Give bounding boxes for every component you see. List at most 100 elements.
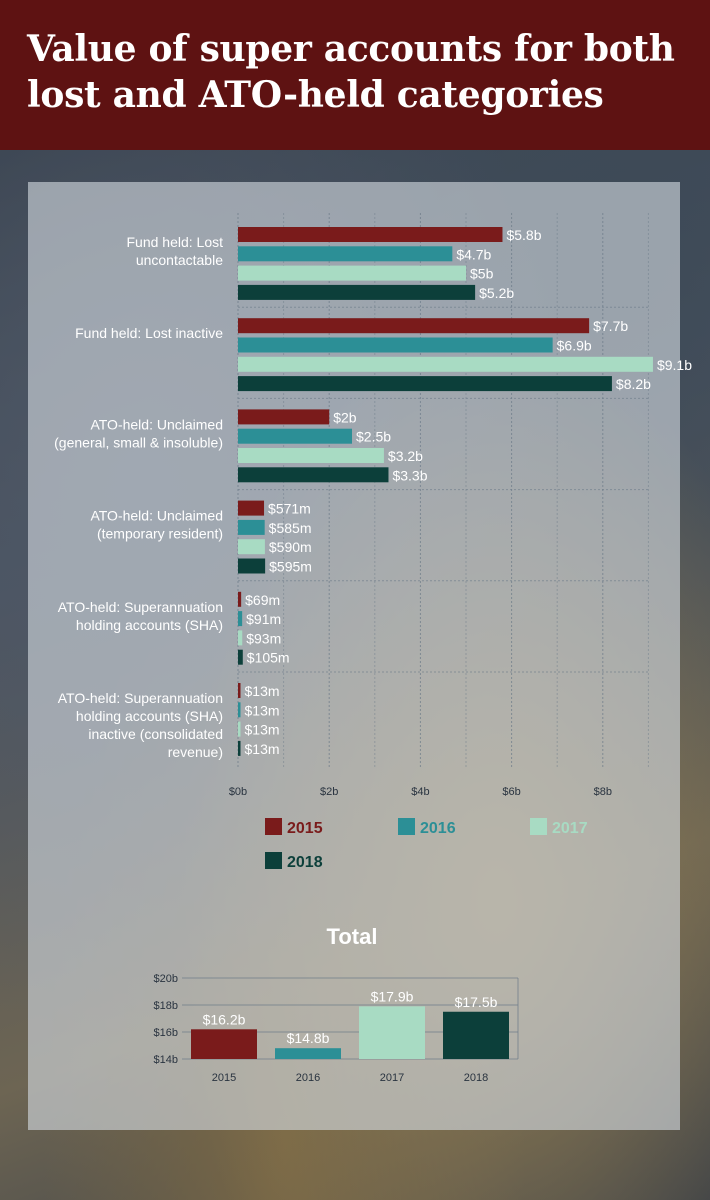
bar-chart-bars [238,227,653,756]
bar-2017 [238,356,653,372]
category-label: Fund held: Lost [126,234,223,250]
total-bar-value-label: $16.2b [203,1011,246,1027]
bar-value-label: $6.9b [557,338,592,354]
legend-swatch [530,818,547,835]
total-y-tick-label: $18b [154,1000,178,1012]
bar-chart-x-tick-labels: $0b $2b $4b $6b $8b [229,786,612,798]
bar-value-label: $13m [245,702,280,718]
bar-2017 [238,448,384,463]
category-label: uncontactable [136,252,223,268]
bar-2018 [238,467,389,483]
chart-legend: 2015 2016 2017 2018 [265,818,588,871]
category-label: holding accounts (SHA) [76,708,223,724]
bar-2015 [238,227,503,242]
bar-2015 [238,318,590,334]
bar-2018 [238,649,243,665]
total-chart-bars: $16.2b 2015 $14.8b 2016 $17.9b 2017 $17.5b 2018 [191,988,509,1084]
bar-2015 [238,591,242,607]
bar-2018 [238,740,241,756]
category-label: (temporary resident) [97,526,223,542]
total-bar-value-label: $17.5b [455,994,498,1010]
bar-value-label: $590m [269,539,312,555]
x-tick-label: $2b [320,786,338,798]
x-tick-label: $8b [594,786,612,798]
legend-label: 2018 [287,854,323,871]
bar-chart-gridlines [237,213,649,768]
header-banner: Value of super accounts for both lost an… [0,0,710,150]
total-bar-2016 [275,1048,341,1059]
total-x-tick-label: 2018 [464,1072,488,1084]
category-label: ATO-held: Unclaimed [90,416,223,432]
category-label: ATO-held: Unclaimed [90,508,223,524]
bar-2018 [238,558,266,574]
total-bar-2018 [443,1011,509,1059]
bar-value-label: $5.2b [479,285,514,301]
bar-2015 [238,683,241,698]
total-x-tick-label: 2016 [296,1072,320,1084]
bar-value-label: $8.2b [616,376,651,392]
bar-2018 [238,376,612,392]
x-tick-label: $4b [411,786,429,798]
legend-swatch [398,818,415,835]
bar-2017 [238,265,466,281]
legend-swatch [265,852,282,869]
x-tick-label: $6b [502,786,520,798]
bar-value-label: $595m [269,559,312,575]
total-bar-2015 [191,1029,257,1059]
total-bar-2017 [359,1006,425,1059]
category-label: revenue) [168,744,223,760]
bar-value-label: $571m [268,501,311,517]
total-y-tick-label: $14b [154,1054,178,1066]
total-x-tick-label: 2015 [212,1072,236,1084]
total-y-tick-label: $20b [154,973,178,985]
bar-value-label: $9.1b [657,357,692,373]
total-x-tick-label: 2017 [380,1072,404,1084]
category-label: ATO-held: Superannuation [58,599,223,615]
bar-value-label: $4.7b [456,246,491,262]
category-label: holding accounts (SHA) [76,617,223,633]
category-label: Fund held: Lost inactive [75,325,223,341]
bar-value-label: $13m [245,741,280,757]
category-label: (general, small & insoluble) [54,434,223,450]
bar-2016 [238,246,453,262]
category-label: inactive (consolidated [88,726,223,742]
bar-2017 [238,630,243,646]
bar-2017 [238,539,265,555]
bar-chart-value-labels: $5.8b $7.7b $2b $571m $69m $13m $4.7b $6.9b $2.5… [245,227,693,757]
bar-2017 [238,721,241,737]
bar-2016 [238,337,553,353]
category-label: ATO-held: Superannuation [58,690,223,706]
total-chart-title: Total [327,924,378,949]
bar-value-label: $585m [269,520,312,536]
bar-value-label: $7.7b [593,318,628,334]
bar-value-label: $2.5b [356,429,391,445]
bar-value-label: $13m [245,683,280,699]
bar-value-label: $91m [246,611,281,627]
bar-2016 [238,428,352,444]
bar-2015 [238,500,265,516]
bar-2016 [238,611,243,627]
legend-label: 2017 [552,820,588,837]
legend-label: 2015 [287,820,323,837]
x-tick-label: $0b [229,786,247,798]
bar-value-label: $2b [333,409,357,425]
bar-value-label: $105m [247,650,290,666]
bar-2015 [238,409,330,425]
bar-value-label: $13m [245,722,280,738]
total-y-tick-label: $16b [154,1027,178,1039]
total-bar-value-label: $17.9b [371,988,414,1004]
bar-chart-category-labels: Fund held: Lost uncontactable Fund held: L… [54,234,223,760]
bar-value-label: $93m [246,630,281,646]
legend-label: 2016 [420,820,456,837]
bar-value-label: $3.2b [388,448,423,464]
bar-2016 [238,519,265,535]
total-bar-value-label: $14.8b [287,1030,330,1046]
legend-swatch [265,818,282,835]
bar-2016 [238,702,241,718]
bar-value-label: $5.8b [506,227,541,243]
bar-value-label: $3.3b [392,467,427,483]
bar-value-label: $5b [470,266,494,282]
bar-value-label: $69m [245,592,280,608]
bar-2018 [238,284,476,300]
